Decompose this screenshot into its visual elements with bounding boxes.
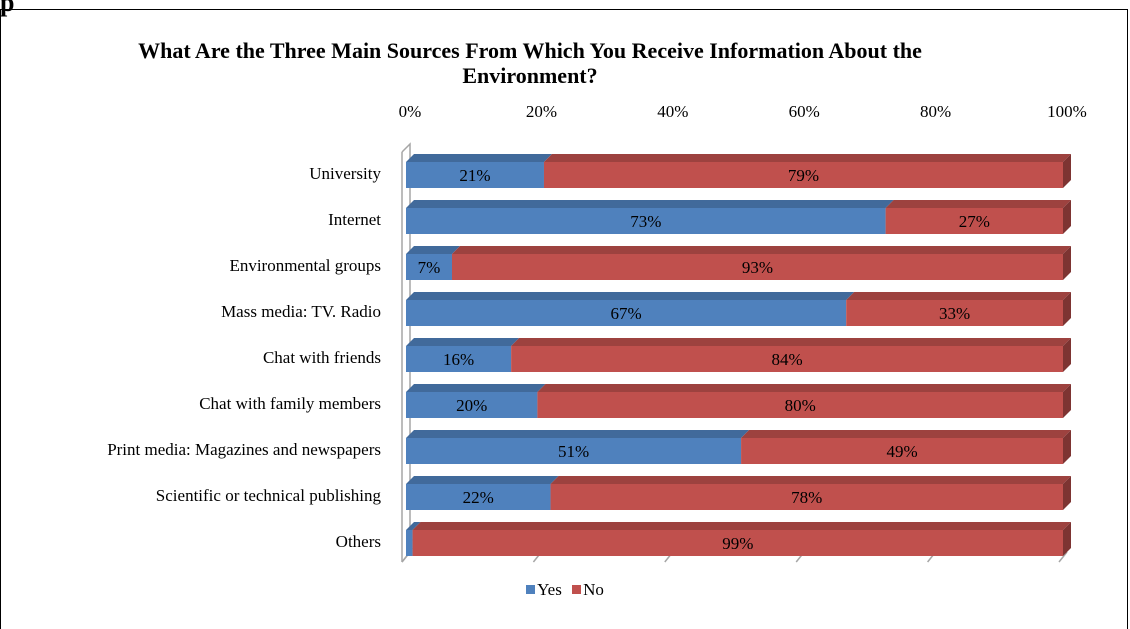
data-label: 20% — [456, 396, 487, 415]
legend-swatch-no — [572, 585, 582, 594]
bar-top-yes — [406, 430, 750, 438]
bar-no — [543, 162, 1063, 188]
bar-top-yes — [406, 246, 460, 254]
x-tick-label: 60% — [789, 102, 820, 121]
bar-no — [846, 300, 1063, 326]
bar-side-no — [1063, 246, 1071, 280]
legend-item-no: No — [572, 580, 604, 600]
bar-side-no — [1063, 154, 1071, 188]
bar-top-yes — [406, 384, 546, 392]
bar-top-no — [511, 338, 1071, 346]
bar-yes — [406, 162, 544, 188]
data-label: 84% — [771, 350, 802, 369]
bar-yes — [406, 208, 886, 234]
x-tick-mark — [1058, 551, 1068, 563]
data-label: 73% — [630, 212, 661, 231]
data-label: 33% — [939, 304, 970, 323]
bar-no — [412, 530, 1063, 556]
bar-yes — [406, 346, 512, 372]
bar-top-no — [537, 384, 1071, 392]
bar-top-yes — [406, 338, 520, 346]
x-tick-label: 20% — [526, 102, 557, 121]
data-label: 22% — [463, 488, 494, 507]
bar-top-yes — [406, 292, 855, 300]
bar-side-no — [1063, 476, 1071, 510]
bar-top-no — [451, 246, 1071, 254]
bar-no — [885, 208, 1063, 234]
chart-legend: Yes No — [0, 580, 1130, 600]
data-label: 27% — [959, 212, 990, 231]
bar-side-no — [1063, 384, 1071, 418]
category-label: Others — [336, 532, 381, 551]
category-label: Chat with friends — [263, 348, 381, 367]
x-tick-label: 40% — [657, 102, 688, 121]
bar-side-no — [1063, 338, 1071, 372]
bar-no — [741, 438, 1063, 464]
data-label: 99% — [722, 534, 753, 553]
legend-label-no: No — [583, 580, 604, 599]
bar-side-no — [1063, 522, 1071, 556]
category-label: University — [309, 164, 381, 183]
bar-no — [537, 392, 1063, 418]
bar-top-no — [412, 522, 1071, 530]
bar-yes — [406, 530, 413, 556]
legend-label-yes: Yes — [537, 580, 562, 599]
category-label: Environmental groups — [229, 256, 381, 275]
bar-yes — [406, 484, 551, 510]
bar-no — [511, 346, 1063, 372]
bar-top-no — [741, 430, 1071, 438]
data-label: 16% — [443, 350, 474, 369]
category-label: Chat with family members — [199, 394, 381, 413]
data-label: 80% — [785, 396, 816, 415]
bar-top-yes — [406, 200, 894, 208]
bar-yes — [406, 438, 742, 464]
data-label: 49% — [886, 442, 917, 461]
bar-top-no — [846, 292, 1071, 300]
data-label: 67% — [611, 304, 642, 323]
chart-frame — [0, 9, 1128, 629]
bar-no — [550, 484, 1063, 510]
data-label: 79% — [788, 166, 819, 185]
bar-top-no — [550, 476, 1071, 484]
data-label: 7% — [418, 258, 441, 277]
bar-yes — [406, 300, 847, 326]
category-label: Internet — [328, 210, 381, 229]
page-fragment-text: p — [0, 0, 15, 17]
bar-yes — [406, 254, 452, 280]
bar-top-yes — [406, 476, 559, 484]
bar-top-yes — [406, 154, 552, 162]
data-label: 93% — [742, 258, 773, 277]
bar-top-no — [543, 154, 1071, 162]
x-tick-label: 100% — [1047, 102, 1087, 121]
data-label: 78% — [791, 488, 822, 507]
bar-top-yes — [406, 522, 421, 530]
category-label: Scientific or technical publishing — [156, 486, 382, 505]
bar-no — [451, 254, 1063, 280]
legend-item-yes: Yes — [526, 580, 562, 600]
legend-swatch-yes — [526, 585, 536, 594]
bar-side-no — [1063, 430, 1071, 464]
data-label: 21% — [459, 166, 490, 185]
data-label: 51% — [558, 442, 589, 461]
category-label: Print media: Magazines and newspapers — [107, 440, 381, 459]
category-label: Mass media: TV. Radio — [221, 302, 381, 321]
bar-top-no — [885, 200, 1071, 208]
x-tick-label: 0% — [399, 102, 422, 121]
chart-title: What Are the Three Main Sources From Whi… — [138, 38, 922, 88]
bar-side-no — [1063, 292, 1071, 326]
bar-yes — [406, 392, 538, 418]
x-tick-label: 80% — [920, 102, 951, 121]
bar-side-no — [1063, 200, 1071, 234]
